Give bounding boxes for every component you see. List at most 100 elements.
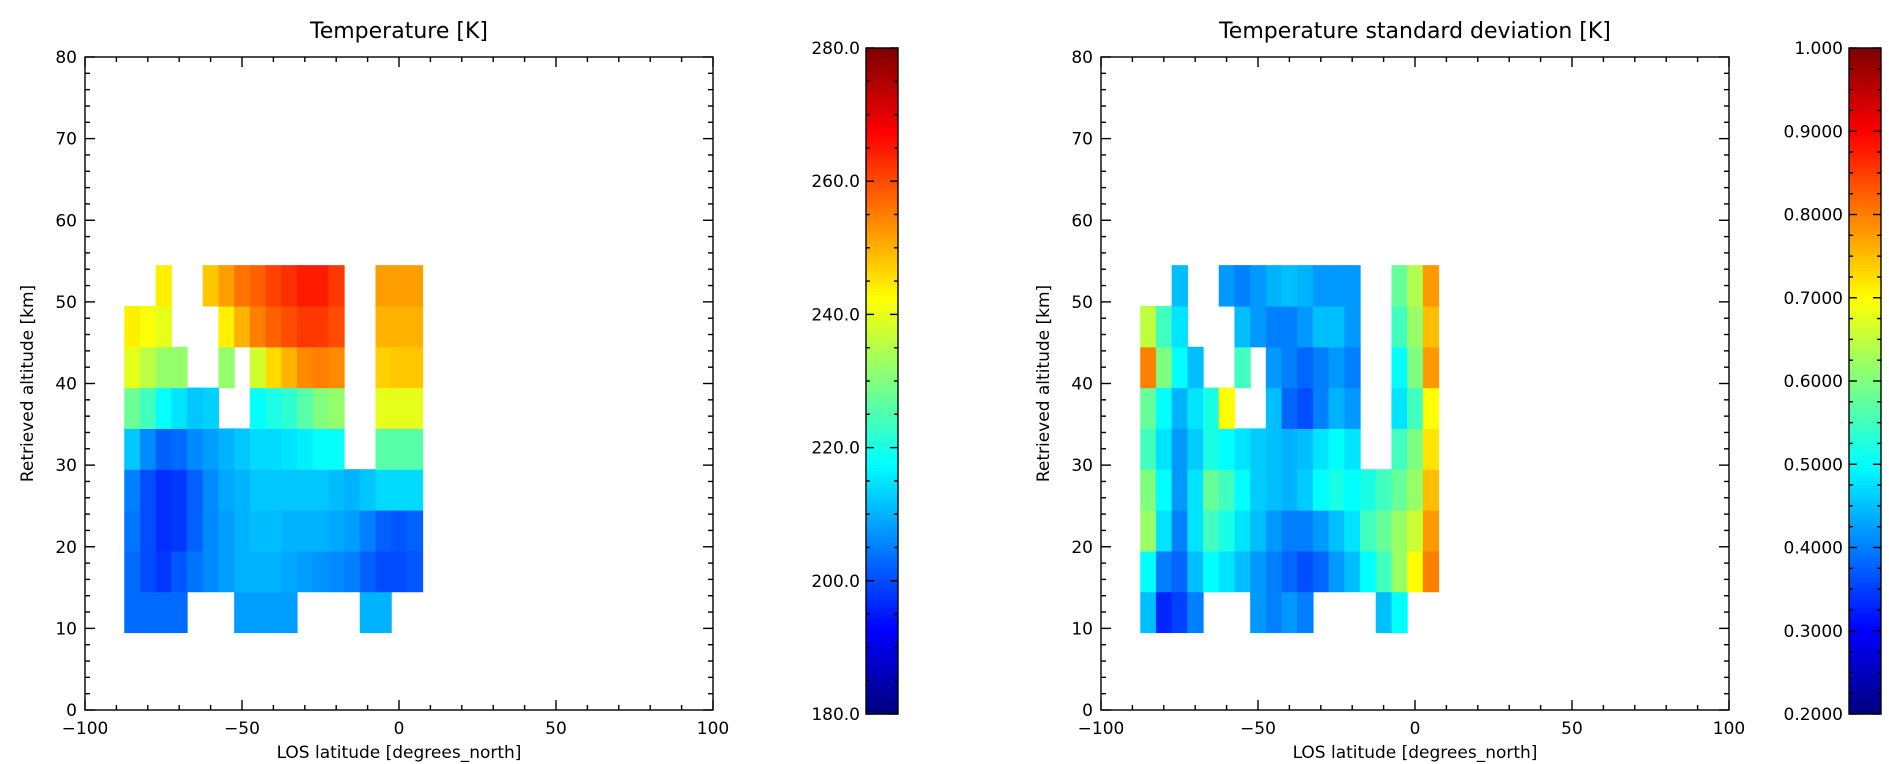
colorbar-band xyxy=(866,334,898,339)
heatmap-cell xyxy=(171,387,188,429)
heatmap-cell xyxy=(1250,550,1267,593)
heatmap-cell xyxy=(1234,469,1251,511)
heatmap-cell xyxy=(1407,510,1424,552)
heatmap-cell xyxy=(265,428,282,470)
colorbar-band xyxy=(866,371,898,375)
heatmap-cell xyxy=(1281,591,1298,634)
colorbar-band xyxy=(1849,397,1881,402)
colorbar-band xyxy=(866,317,898,322)
colorbar-band xyxy=(866,467,898,472)
y-tick-label: 20 xyxy=(1071,538,1093,558)
colorbar-band xyxy=(866,211,898,216)
colorbar-band xyxy=(1849,224,1881,229)
colorbar-band xyxy=(866,404,898,409)
heatmap-cell xyxy=(218,469,235,511)
heatmap-cell xyxy=(249,510,267,552)
colorbar-band xyxy=(866,107,898,112)
heatmap-cell xyxy=(1171,305,1188,348)
colorbar-band xyxy=(866,607,898,612)
heatmap-cell xyxy=(234,469,251,511)
colorbar-band xyxy=(866,434,898,439)
colorbar-band xyxy=(1849,540,1881,545)
colorbar-band xyxy=(1849,414,1881,419)
heatmap-cell xyxy=(1171,346,1188,389)
colorbar-band xyxy=(1849,444,1881,449)
heatmap-cell xyxy=(1218,510,1236,552)
colorbar-band xyxy=(866,297,898,302)
colorbar-band xyxy=(866,394,898,399)
heatmap-cell xyxy=(296,550,314,593)
y-tick-label: 70 xyxy=(55,130,77,150)
heatmap-cell xyxy=(124,510,141,552)
heatmap-cell xyxy=(1312,346,1330,389)
colorbar-band xyxy=(1849,700,1881,705)
colorbar-band xyxy=(866,131,898,136)
heatmap-cell xyxy=(1171,591,1188,634)
colorbar-band xyxy=(866,574,898,579)
heatmap-cell xyxy=(1422,265,1440,307)
colorbar-band xyxy=(866,197,898,202)
colorbar-band xyxy=(866,61,898,66)
heatmap-cell xyxy=(265,265,282,307)
heatmap-cell xyxy=(202,469,220,511)
heatmap-cell xyxy=(1375,550,1393,593)
colorbar-band xyxy=(1849,371,1881,375)
colorbar-band xyxy=(1849,457,1881,462)
colorbar-tick-label: 0.9000 xyxy=(1784,122,1843,142)
heatmap-cell xyxy=(1140,305,1157,348)
heatmap-cell xyxy=(1281,510,1298,552)
colorbar-band xyxy=(866,660,898,665)
colorbar-tick-label: 280.0 xyxy=(811,39,860,59)
heatmap-cell xyxy=(1265,265,1283,307)
heatmap-cell xyxy=(1140,387,1157,429)
colorbar-band xyxy=(866,484,898,489)
heatmap-cell xyxy=(171,428,188,470)
heatmap-cell xyxy=(249,591,267,634)
heatmap-cell xyxy=(296,469,314,511)
colorbar-band xyxy=(866,597,898,602)
colorbar-band xyxy=(1849,334,1881,339)
colorbar-band xyxy=(1849,387,1881,392)
colorbar-band xyxy=(1849,417,1881,422)
colorbar-band xyxy=(866,154,898,159)
colorbar-band xyxy=(866,700,898,705)
heatmap-cell xyxy=(249,550,267,593)
colorbar-band xyxy=(1849,341,1881,345)
heatmap-cell xyxy=(155,550,172,593)
heatmap-cell xyxy=(1171,550,1188,593)
heatmap-cell xyxy=(1265,469,1283,511)
colorbar-band xyxy=(1849,594,1881,599)
heatmap-cell xyxy=(406,305,424,348)
colorbar-band xyxy=(1849,237,1881,242)
colorbar-band xyxy=(1849,604,1881,609)
colorbar-band xyxy=(866,157,898,162)
colorbar-band xyxy=(866,264,898,269)
heatmap-cell xyxy=(1344,265,1361,307)
y-tick-label: 50 xyxy=(1071,293,1093,313)
heatmap-cell xyxy=(234,591,251,634)
colorbar-band xyxy=(866,267,898,272)
colorbar-band xyxy=(1849,351,1881,355)
colorbar-band xyxy=(1849,507,1881,512)
colorbar-band xyxy=(1849,460,1881,465)
colorbar-band xyxy=(866,677,898,682)
colorbar-band xyxy=(866,117,898,122)
heatmap-cell xyxy=(1407,305,1424,348)
colorbar-band xyxy=(1849,164,1881,169)
heatmap-cell xyxy=(139,510,157,552)
colorbar-band xyxy=(1849,704,1881,708)
heatmap-cell xyxy=(406,469,424,511)
colorbar-band xyxy=(1849,291,1881,296)
heatmap-cell xyxy=(218,265,235,307)
colorbar-band xyxy=(1849,404,1881,409)
colorbar-band xyxy=(866,294,898,299)
colorbar-band xyxy=(1849,197,1881,202)
colorbar-band xyxy=(1849,271,1881,276)
y-tick-label: 20 xyxy=(55,538,77,558)
heatmap-cell xyxy=(281,305,298,348)
colorbar-band xyxy=(866,221,898,226)
colorbar-band xyxy=(866,500,898,505)
colorbar-band xyxy=(866,550,898,555)
heatmap-cell xyxy=(1155,387,1173,429)
colorbar-band xyxy=(1849,361,1881,365)
